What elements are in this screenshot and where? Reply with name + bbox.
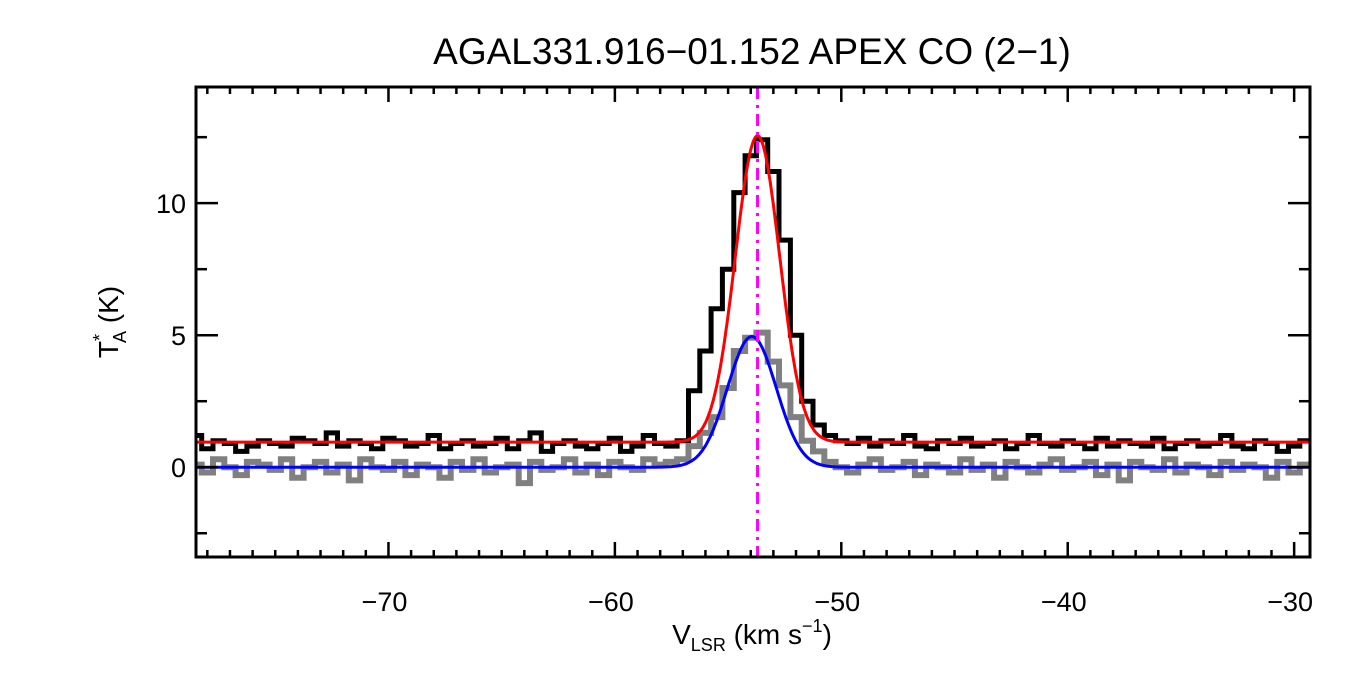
plot-frame — [194, 85, 1312, 559]
x-axis-title-main: V — [672, 619, 691, 650]
y-tick-label: 10 — [156, 189, 186, 219]
spectrum-black-line — [196, 137, 1310, 454]
x-axis-title: VLSR (km s−1) — [672, 616, 832, 655]
x-tick-label: −50 — [814, 587, 860, 617]
fit-red-gaussian — [196, 134, 1310, 444]
fit-blue-gaussian — [196, 334, 1310, 469]
x-tick-label: −30 — [1267, 587, 1313, 617]
x-axis-title-sub: LSR — [691, 635, 726, 655]
y-axis-title: T*A (K) — [90, 286, 130, 358]
axis-ticks: −70 −60 −50 −40 −30 0 5 10 — [156, 87, 1313, 617]
y-tick-label: 0 — [171, 453, 186, 483]
y-axis-title-sup: * — [90, 334, 110, 341]
plot-marks — [196, 87, 1310, 557]
x-axis-title-sup: −1 — [802, 616, 823, 636]
y-axis-title-rest: (K) — [93, 286, 124, 331]
x-tick-label: −70 — [362, 587, 408, 617]
y-axis-title-sub: A — [110, 331, 130, 343]
chart-title: AGAL331.916−01.152 APEX CO (2−1) — [433, 31, 1071, 72]
plot-area — [196, 87, 1310, 557]
y-tick-label: 5 — [171, 321, 186, 351]
spectrum-gray-line — [196, 329, 1310, 487]
x-axis-title-rest: (km s — [726, 619, 802, 650]
x-tick-label: −60 — [588, 587, 634, 617]
x-axis-title-end: ) — [823, 619, 832, 650]
y-axis-title-main: T — [93, 341, 124, 358]
x-tick-label: −40 — [1041, 587, 1087, 617]
